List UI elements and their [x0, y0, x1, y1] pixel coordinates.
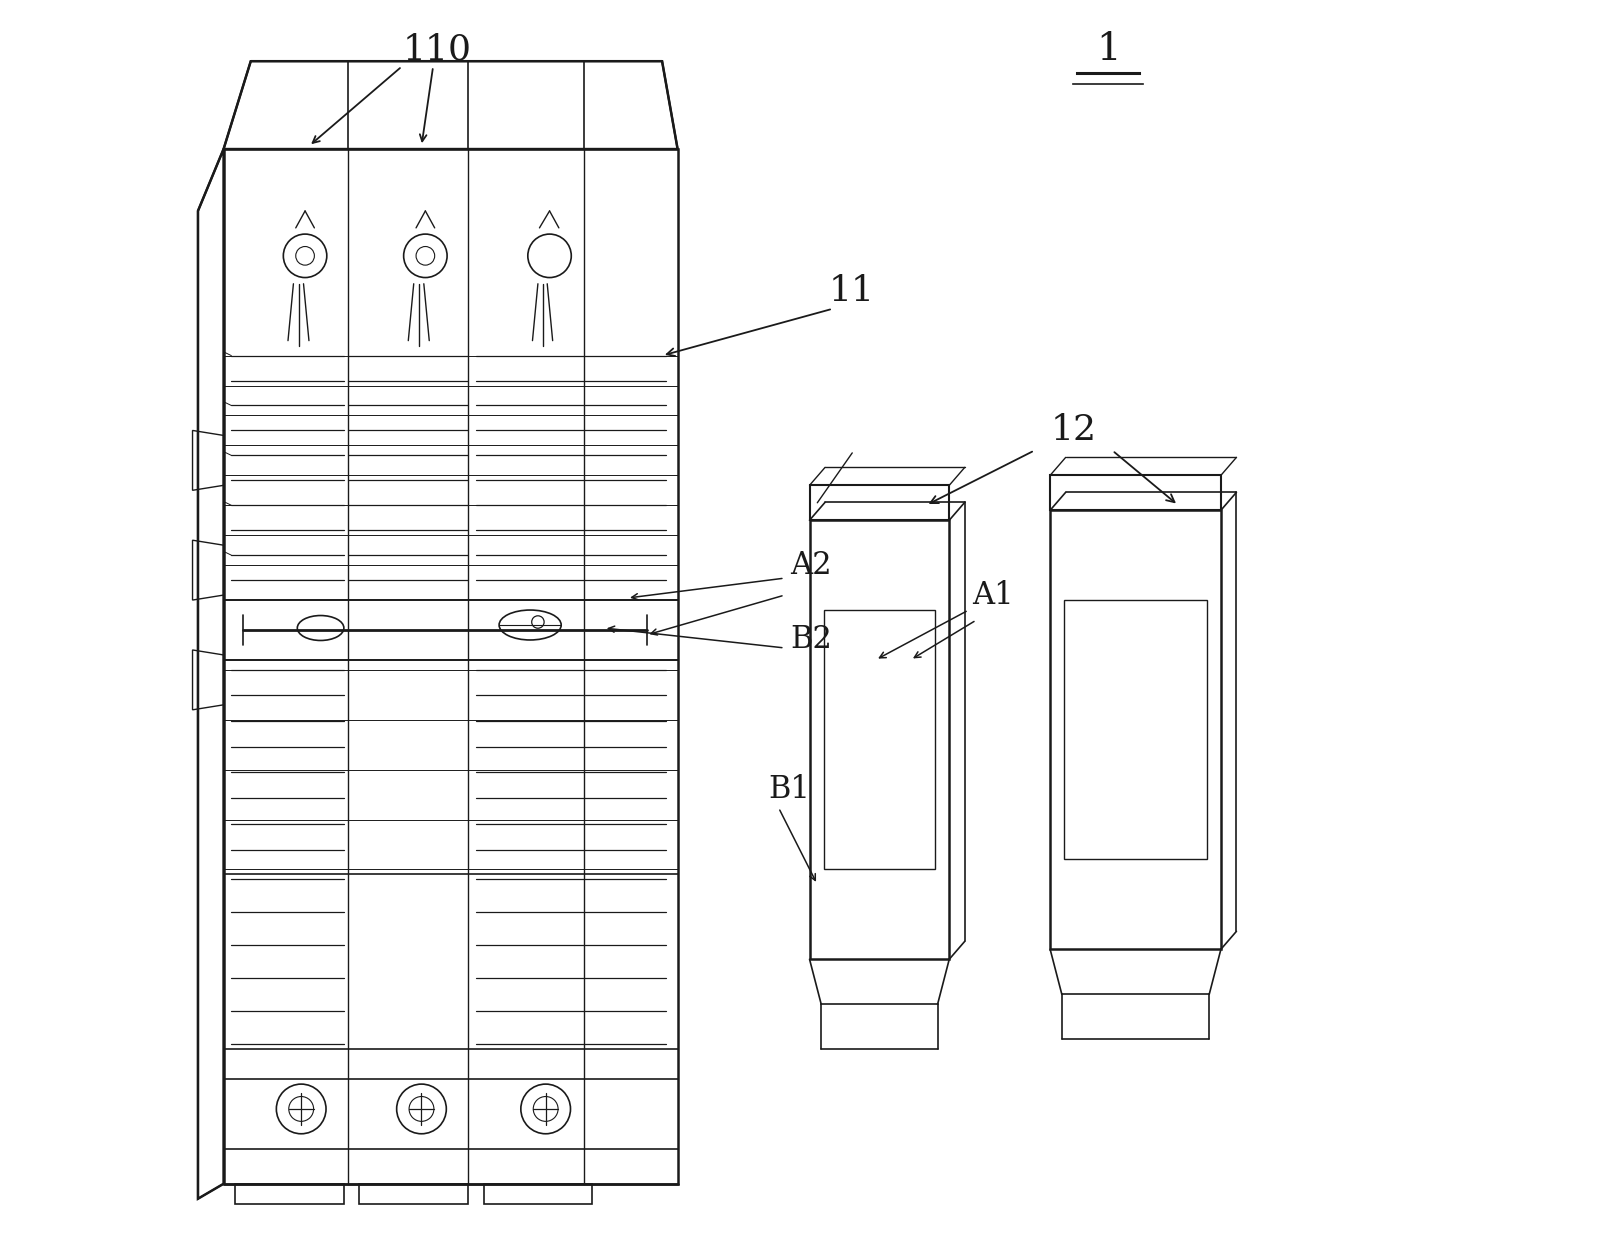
Text: 12: 12 [1050, 414, 1096, 447]
Text: 11: 11 [829, 274, 874, 308]
Text: 110: 110 [402, 33, 472, 67]
Text: B1: B1 [769, 774, 810, 806]
Bar [359, 1184, 469, 1204]
Bar [236, 1184, 344, 1204]
Text: B2: B2 [790, 625, 832, 655]
Text: 1: 1 [1096, 30, 1120, 68]
Text: A1: A1 [973, 579, 1015, 611]
Bar [483, 1184, 591, 1204]
Text: A2: A2 [790, 549, 832, 581]
